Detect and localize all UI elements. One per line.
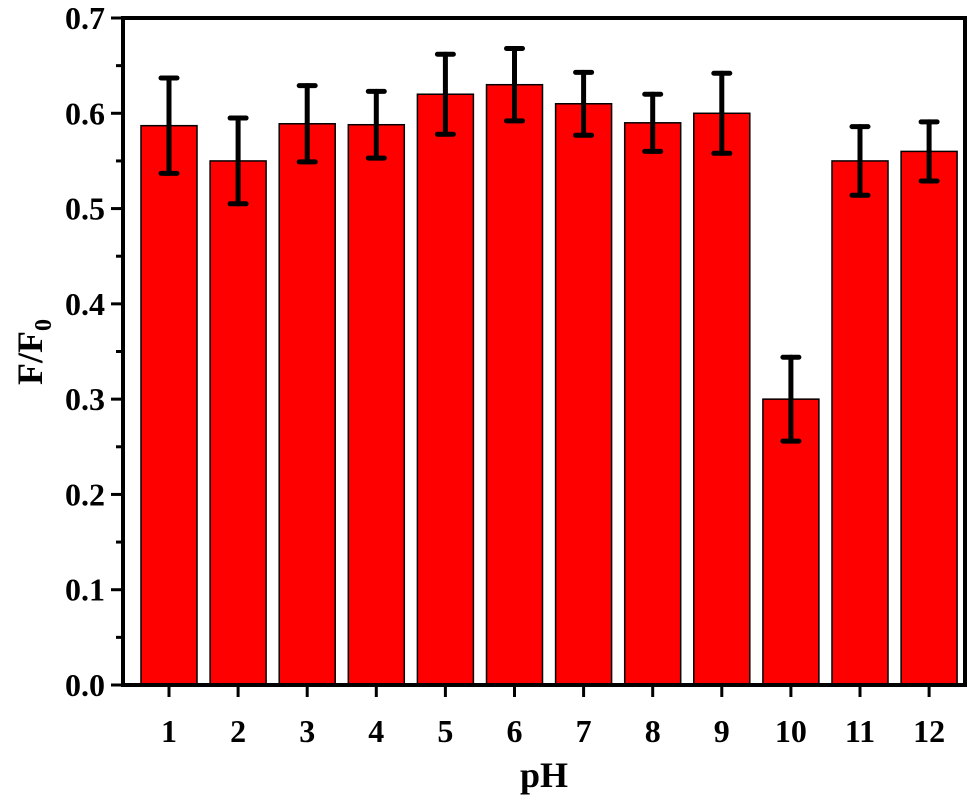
x-tick-label: 2 [230,713,246,749]
error-bar-ph-8 [642,91,664,154]
y-axis-title-group: F/F0 [10,319,57,385]
x-axis: 1 2 3 4 5 6 7 8 9 10 11 12 [161,685,945,749]
x-tick-label: 5 [437,713,453,749]
y-tick-label: 0.2 [65,476,105,512]
x-tick-label: 6 [507,713,523,749]
error-bar-ph-6 [504,45,525,124]
bar-ph-5 [416,93,475,686]
y-tick-label: 0.7 [65,0,105,36]
error-bar-ph-5 [434,51,456,137]
error-bar-ph-11 [849,124,871,198]
bar-ph-6 [485,83,544,686]
y-axis-title-main: F/F [10,331,50,385]
x-axis-title: pH [520,755,568,795]
error-bar-ph-4 [365,88,387,161]
bar-ph-3 [278,123,336,686]
error-bars-group [158,45,940,444]
error-bar-ph-10 [780,354,802,444]
bar-ph-11 [831,160,889,686]
y-tick-label: 0.0 [65,667,105,703]
bar-ph-2 [209,160,267,686]
y-tick-label: 0.6 [65,95,105,131]
x-tick-label: 7 [576,713,592,749]
bars-group [140,83,958,686]
y-axis-title: F/F0 [10,319,57,385]
x-tick-label: 3 [299,713,315,749]
bar-ph-1 [140,124,198,686]
error-bar-ph-12 [918,119,940,184]
error-bar-ph-9 [711,70,733,156]
y-tick-label: 0.3 [65,381,105,417]
x-tick-label: 12 [913,713,945,749]
error-bar-ph-3 [296,83,318,165]
x-tick-label: 11 [845,713,875,749]
y-axis: 0.0 0.1 0.2 0.3 0.4 0.5 0.6 0.7 [65,0,123,703]
y-tick-label: 0.5 [65,191,105,227]
bar-ph-10 [762,398,820,686]
bar-ph-4 [347,123,406,686]
x-tick-label: 8 [645,713,661,749]
x-tick-label: 10 [775,713,807,749]
bar-ph-8 [623,122,682,686]
bar-ph-12 [900,150,958,686]
x-tick-label: 4 [368,713,384,749]
x-tick-label: 1 [161,713,177,749]
error-bar-ph-7 [573,69,595,138]
x-tick-label: 9 [714,713,730,749]
y-axis-title-subscript: 0 [31,319,57,331]
error-bar-ph-1 [158,75,180,176]
error-bar-ph-2 [227,115,249,207]
bar-ph-9 [693,112,751,686]
y-tick-label: 0.4 [65,286,105,322]
bar-ph-7 [554,103,613,686]
y-tick-label: 0.1 [65,572,105,608]
